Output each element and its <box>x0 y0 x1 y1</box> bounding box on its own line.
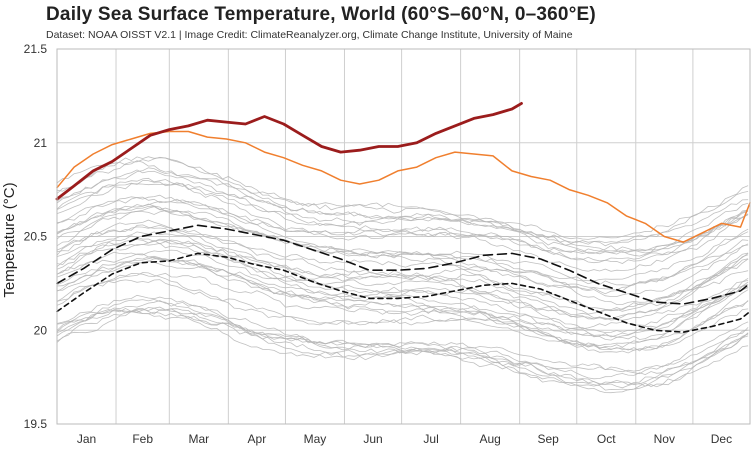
background-year-lines <box>56 156 749 394</box>
background-year-line <box>56 160 749 247</box>
x-tick-label: Jul <box>423 432 438 446</box>
background-year-line <box>56 210 749 297</box>
x-tick-label: Feb <box>132 432 153 446</box>
y-tick-label: 19.5 <box>24 417 48 431</box>
x-tick-label: Nov <box>654 432 675 446</box>
background-year-line <box>56 156 749 244</box>
background-year-line <box>56 177 749 257</box>
y-tick-label: 20.5 <box>24 230 48 244</box>
x-tick-label: Dec <box>711 432 732 446</box>
background-year-line <box>56 272 749 354</box>
background-year-line <box>56 196 749 264</box>
background-year-line <box>56 224 749 311</box>
x-tick-label: Oct <box>597 432 616 446</box>
background-year-line <box>56 183 749 262</box>
background-year-line <box>56 249 749 334</box>
background-year-line <box>56 224 749 313</box>
chart-subtitle: Dataset: NOAA OISST V2.1 | Image Credit:… <box>46 29 573 41</box>
x-tick-label: Apr <box>248 432 267 446</box>
background-year-line <box>56 206 749 305</box>
background-year-line <box>56 294 749 380</box>
background-year-line <box>56 156 749 240</box>
background-year-line <box>56 279 749 352</box>
background-year-line <box>56 194 749 272</box>
x-tick-label: Sep <box>538 432 560 446</box>
background-year-line <box>56 203 749 282</box>
series-line-black-dashed-long <box>56 224 751 305</box>
y-tick-label: 21.5 <box>24 42 48 56</box>
background-year-line <box>56 198 749 291</box>
series-line-thick-darkred <box>55 102 523 201</box>
x-tick-label: Jan <box>77 432 96 446</box>
background-year-line <box>56 238 749 321</box>
background-year-line <box>56 272 749 351</box>
background-year-line <box>56 300 749 373</box>
series-line-orange <box>56 130 751 243</box>
plot-frame <box>56 48 751 425</box>
background-year-line <box>56 169 749 253</box>
x-tick-label: May <box>304 432 327 446</box>
background-year-line <box>56 298 749 386</box>
y-tick-label: 20 <box>34 323 48 337</box>
x-tick-label: Mar <box>189 432 210 446</box>
background-year-line <box>56 231 749 315</box>
background-year-line <box>56 260 749 348</box>
series-line-black-dashed-short <box>56 252 751 333</box>
background-year-line <box>56 307 749 389</box>
axes: 19.5 20 20.5 21 21.5 Jan Feb Mar Apr May Jun Jul Aug… <box>24 42 751 446</box>
background-year-line <box>56 167 749 253</box>
y-axis-label: Temperature (°C) <box>1 182 18 297</box>
series-lines <box>55 102 751 333</box>
x-tick-label: Jun <box>363 432 382 446</box>
x-tick-label: Aug <box>479 432 500 446</box>
chart-title: Daily Sea Surface Temperature, World (60… <box>46 4 596 25</box>
y-tick-label: 21 <box>34 136 48 150</box>
background-year-line <box>56 235 749 321</box>
